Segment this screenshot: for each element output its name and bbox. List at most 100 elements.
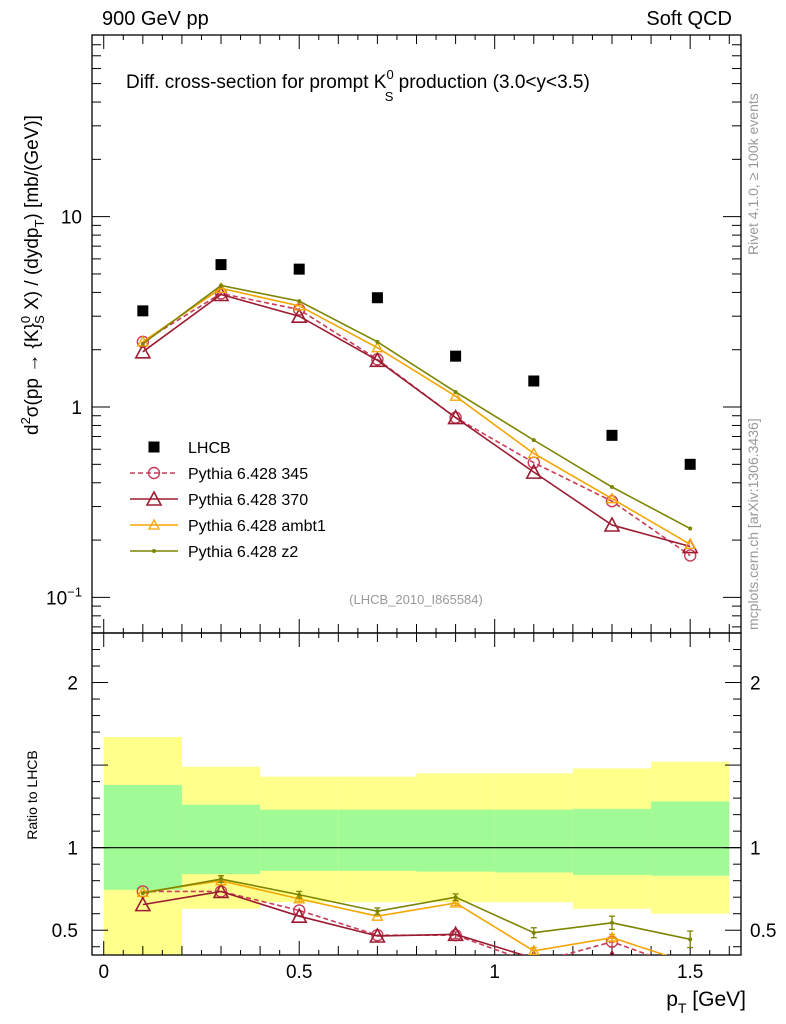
stat-uncertainty-band — [260, 809, 339, 871]
chart-title-post: production (3.0<y<3.5) — [393, 72, 589, 93]
series-point — [449, 389, 462, 401]
ratio-series-point — [290, 907, 308, 923]
legend-reference-marker — [148, 441, 160, 453]
y-tick-label: 10−1 — [46, 584, 82, 609]
series-point — [453, 389, 458, 394]
ratio-series-clipped — [134, 874, 694, 969]
ratio-series-line — [142, 890, 526, 955]
ratio-series-point — [140, 891, 145, 896]
stat-uncertainty-band — [416, 809, 495, 872]
reference-point — [684, 458, 696, 470]
stat-uncertainty-band — [181, 804, 261, 875]
series-point — [297, 299, 302, 304]
series-point — [525, 463, 543, 479]
legend-label: Pythia 6.428 370 — [188, 492, 308, 509]
main-series-layer — [134, 259, 699, 562]
chart-title-sub: S — [385, 89, 394, 104]
y-tick-label: 1 — [71, 398, 82, 419]
series-point — [447, 408, 464, 425]
legend-reference-label: LHCB — [188, 440, 231, 457]
legend-label: Pythia 6.428 345 — [188, 466, 308, 483]
series-point — [140, 341, 145, 346]
chart-title-pre: Diff. cross-section for prompt K — [126, 72, 387, 93]
ratio-series-layer — [134, 874, 694, 969]
ratio-series-point — [449, 896, 462, 908]
legend-marker — [147, 466, 161, 480]
stat-uncertainty-band — [572, 808, 652, 875]
legend-marker — [145, 490, 163, 506]
stat-uncertainty-band — [494, 809, 573, 873]
series-point — [531, 438, 536, 443]
reference-point — [215, 259, 227, 271]
ratio-series-point — [609, 920, 614, 925]
chart-title: Diff. cross-section for prompt K0 S produ… — [126, 67, 590, 104]
ratio-series-point — [369, 927, 386, 943]
stat-uncertainty-band — [651, 801, 730, 876]
legend-label: Pythia 6.428 z2 — [188, 544, 298, 561]
series-line — [142, 287, 691, 546]
series-point — [527, 447, 540, 459]
series-line — [142, 293, 691, 548]
y-tick-label: 10 — [61, 208, 82, 229]
ratio-series-point — [219, 877, 224, 882]
ratio-series-point — [527, 944, 540, 955]
series-point — [219, 283, 224, 288]
series-point — [134, 343, 152, 359]
header-right-label: Soft QCD — [646, 8, 732, 30]
stat-uncertainty-band — [338, 809, 417, 871]
ratio-tick-label-right: 0.5 — [750, 921, 776, 942]
legend-marker — [147, 518, 161, 530]
ratio-series-point — [688, 937, 693, 942]
series-point — [290, 307, 308, 323]
ratio-series-point — [212, 882, 230, 899]
ratio-series-point — [297, 892, 302, 897]
ratio-series-point — [528, 958, 539, 969]
ratio-tick-label-right: 2 — [750, 674, 761, 695]
reference-point — [371, 292, 383, 304]
series-point — [684, 537, 697, 549]
ratio-series-line — [142, 879, 668, 955]
ratio-tick-label: 0.5 — [52, 921, 78, 942]
header-left-label: 900 GeV pp — [102, 8, 209, 30]
x-tick-label: 0.5 — [286, 962, 312, 983]
ratio-series-point — [531, 930, 536, 935]
reference-point — [450, 350, 462, 362]
series-line — [142, 292, 691, 557]
reference-point — [606, 429, 618, 441]
series-point — [375, 339, 380, 344]
ratio-y-axis-label: Ratio to LHCB — [24, 750, 40, 839]
ratio-tick-label: 2 — [67, 674, 78, 695]
series-point — [212, 285, 230, 302]
reference-point — [528, 375, 540, 387]
analysis-id-label: (LHCB_2010_I865584) — [349, 592, 483, 607]
x-tick-label: 1 — [489, 962, 500, 983]
series-point — [609, 485, 614, 490]
ratio-series-point — [447, 925, 464, 942]
reference-point — [293, 263, 305, 275]
legend: LHCB Pythia 6.428 345 Pythia 6.428 370 Pyth… — [130, 440, 326, 561]
ratio-series-point — [371, 909, 384, 921]
series-point — [293, 299, 306, 311]
reference-point — [137, 305, 149, 317]
ratio-series-point — [453, 895, 458, 900]
legend-label: Pythia 6.428 ambt1 — [188, 518, 326, 535]
stat-uncertainty-band — [103, 784, 182, 890]
series-point — [683, 549, 697, 562]
series-point — [371, 341, 384, 353]
x-tick-label: 0 — [98, 962, 109, 983]
series-line — [142, 284, 691, 530]
x-axis-label: pT [GeV] — [666, 988, 746, 1016]
chart-title-sup: 0 — [386, 67, 393, 82]
ratio-uncertainty-bands — [92, 737, 741, 955]
ratio-series-line — [142, 890, 652, 955]
ratio-series-point — [134, 895, 152, 912]
ratio-tick-label-right: 1 — [750, 839, 761, 860]
series-point — [369, 351, 386, 368]
series-point — [605, 492, 619, 504]
y-axis-label: d2σ(pp → {K}0S X) / (dydpT) [mb/(GeV)] — [18, 115, 47, 435]
ratio-series-line — [142, 878, 691, 941]
x-tick-label: 1.5 — [677, 962, 703, 983]
ratio-series-point — [605, 931, 619, 943]
ratio-series-point — [136, 885, 149, 897]
